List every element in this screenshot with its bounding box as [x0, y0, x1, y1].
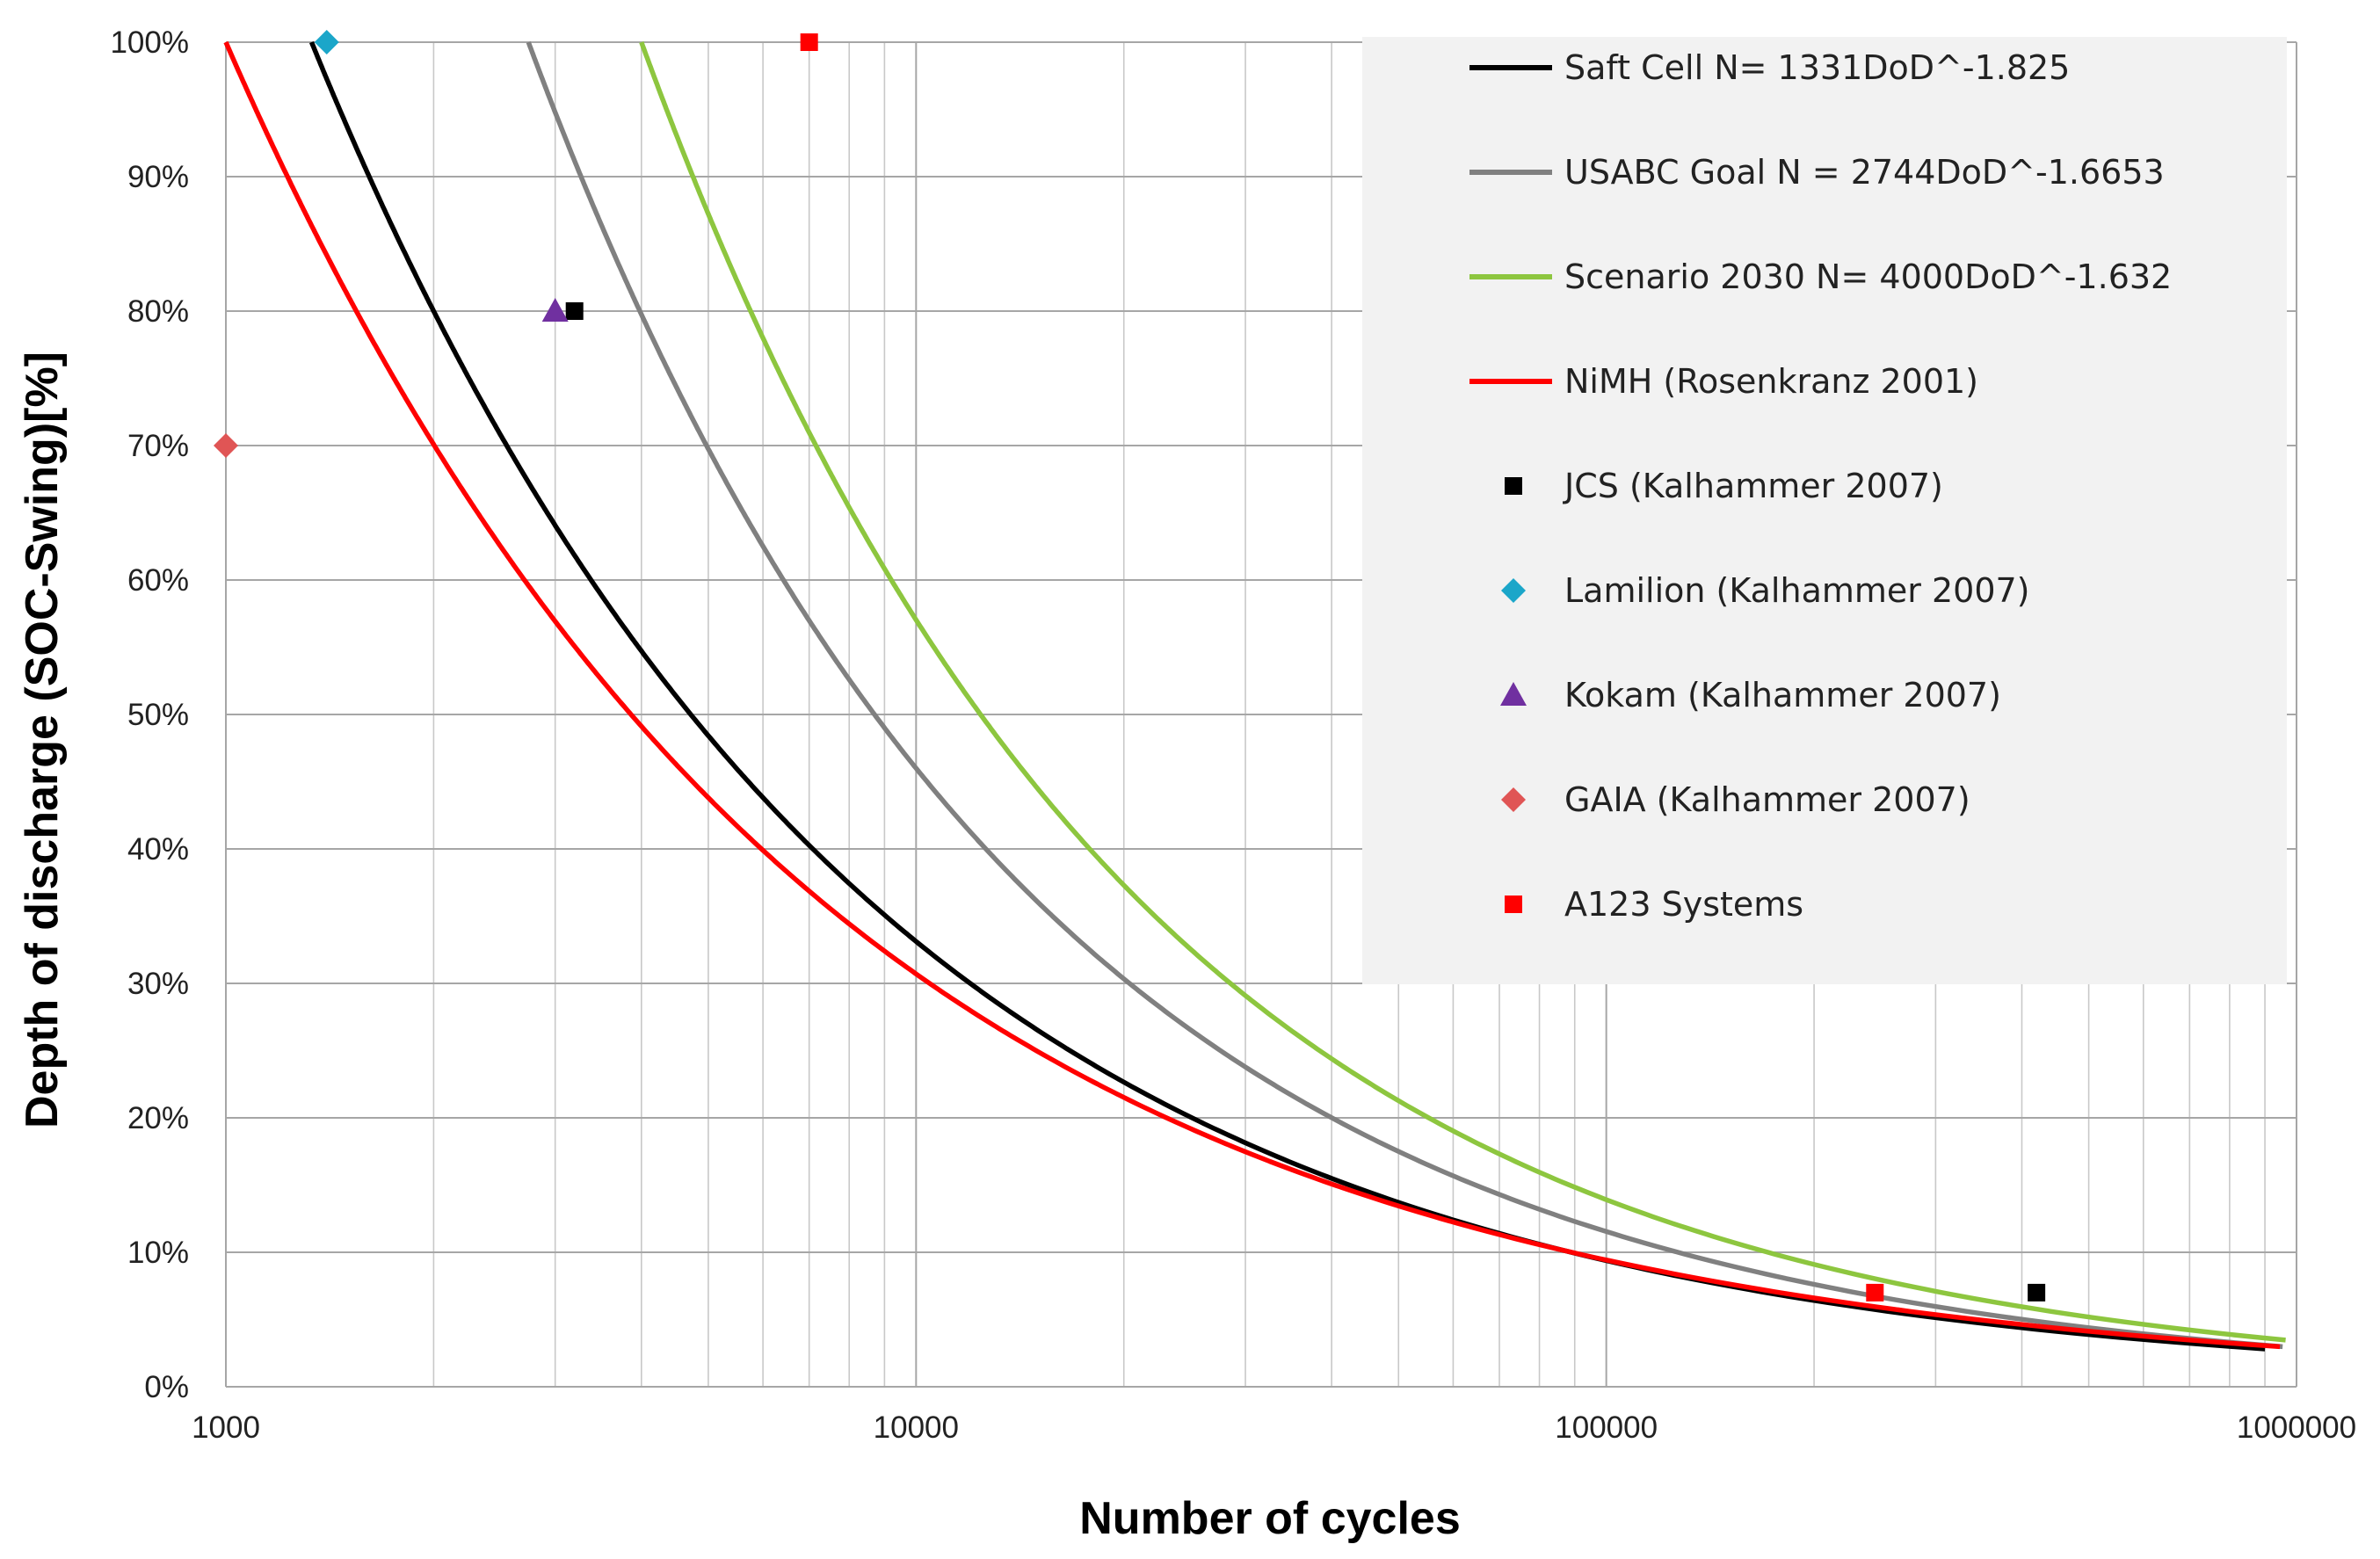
data-point-4 — [565, 302, 584, 320]
markers — [214, 30, 2046, 1302]
legend-label-2: Scenario 2030 N= 4000DoD^-1.632 — [1564, 257, 2172, 296]
x-ticks: 1000 10000 100000 1000000 — [192, 1410, 2356, 1445]
legend-swatch-7 — [1501, 787, 1526, 812]
data-point-8 — [1866, 1283, 1884, 1302]
legend-swatch-5 — [1501, 578, 1526, 603]
y-tick-label: 100% — [110, 25, 189, 60]
x-tick-label: 1000000 — [2237, 1410, 2356, 1445]
y-axis-title: Depth of discharge (SOC-Swing)[%] — [17, 352, 68, 1128]
y-tick-label: 20% — [127, 1101, 189, 1135]
y-tick-label: 70% — [127, 429, 189, 463]
y-tick-label: 90% — [127, 160, 189, 194]
legend-label-4: JCS (Kalhammer 2007) — [1563, 467, 1943, 505]
legend-label-1: USABC Goal N = 2744DoD^-1.6653 — [1564, 153, 2165, 192]
legend-label-0: Saft Cell N= 1331DoD^-1.825 — [1564, 48, 2070, 87]
y-tick-label: 40% — [127, 832, 189, 867]
y-tick-label: 10% — [127, 1236, 189, 1270]
y-tick-label: 50% — [127, 698, 189, 732]
x-axis-title: Number of cycles — [1079, 1493, 1461, 1544]
y-tick-label: 0% — [144, 1370, 189, 1404]
y-tick-label: 60% — [127, 563, 189, 598]
legend-label-3: NiMH (Rosenkranz 2001) — [1564, 362, 1978, 401]
x-tick-label: 10000 — [874, 1410, 959, 1445]
legend-swatch-8 — [1505, 896, 1522, 913]
series-line-3 — [223, 40, 2281, 1350]
series-line-1 — [526, 41, 2283, 1350]
legend-swatch-4 — [1505, 477, 1522, 495]
data-point-6 — [541, 298, 569, 322]
y-ticks: 0% 10% 20% 30% 40% 50% 60% 70% 80% 90% 100% — [110, 25, 189, 1404]
legend-label-7: GAIA (Kalhammer 2007) — [1564, 780, 1970, 819]
y-tick-label: 80% — [127, 294, 189, 329]
curves — [223, 40, 2286, 1352]
x-tick-label: 100000 — [1555, 1410, 1658, 1445]
data-point-7 — [214, 433, 238, 458]
legend-label-8: A123 Systems — [1564, 885, 1803, 924]
series-line-0 — [308, 40, 2266, 1352]
legend-label-6: Kokam (Kalhammer 2007) — [1564, 676, 2001, 714]
y-tick-label: 30% — [127, 967, 189, 1001]
data-point-8 — [800, 33, 818, 51]
x-tick-label: 1000 — [192, 1410, 260, 1445]
data-point-5 — [314, 30, 339, 54]
legend-box — [1362, 37, 2287, 984]
legend: Saft Cell N= 1331DoD^-1.825 USABC Goal N … — [1469, 48, 2172, 924]
series-line-2 — [639, 41, 2286, 1343]
legend-swatch-6 — [1500, 682, 1527, 706]
legend-label-5: Lamilion (Kalhammer 2007) — [1564, 571, 2030, 610]
data-point-4 — [2028, 1283, 2046, 1302]
